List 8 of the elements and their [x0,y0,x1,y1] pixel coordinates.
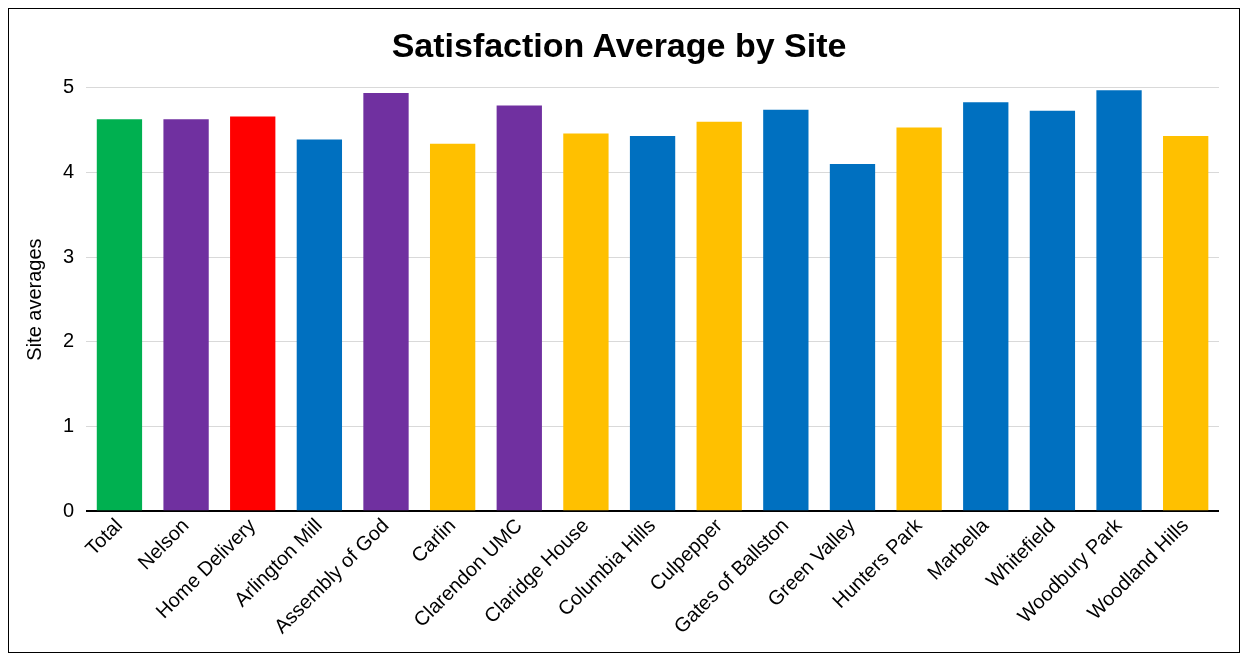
y-tick-label: 4 [63,160,75,183]
chart-title: Satisfaction Average by Site [391,25,847,64]
y-axis-title: Site averages [22,238,45,361]
y-tick-label: 0 [63,498,75,521]
y-tick-label: 3 [63,244,75,267]
y-tick-label: 1 [63,414,75,437]
y-tick-label: 2 [63,329,75,352]
y-tick-label: 5 [63,75,75,98]
